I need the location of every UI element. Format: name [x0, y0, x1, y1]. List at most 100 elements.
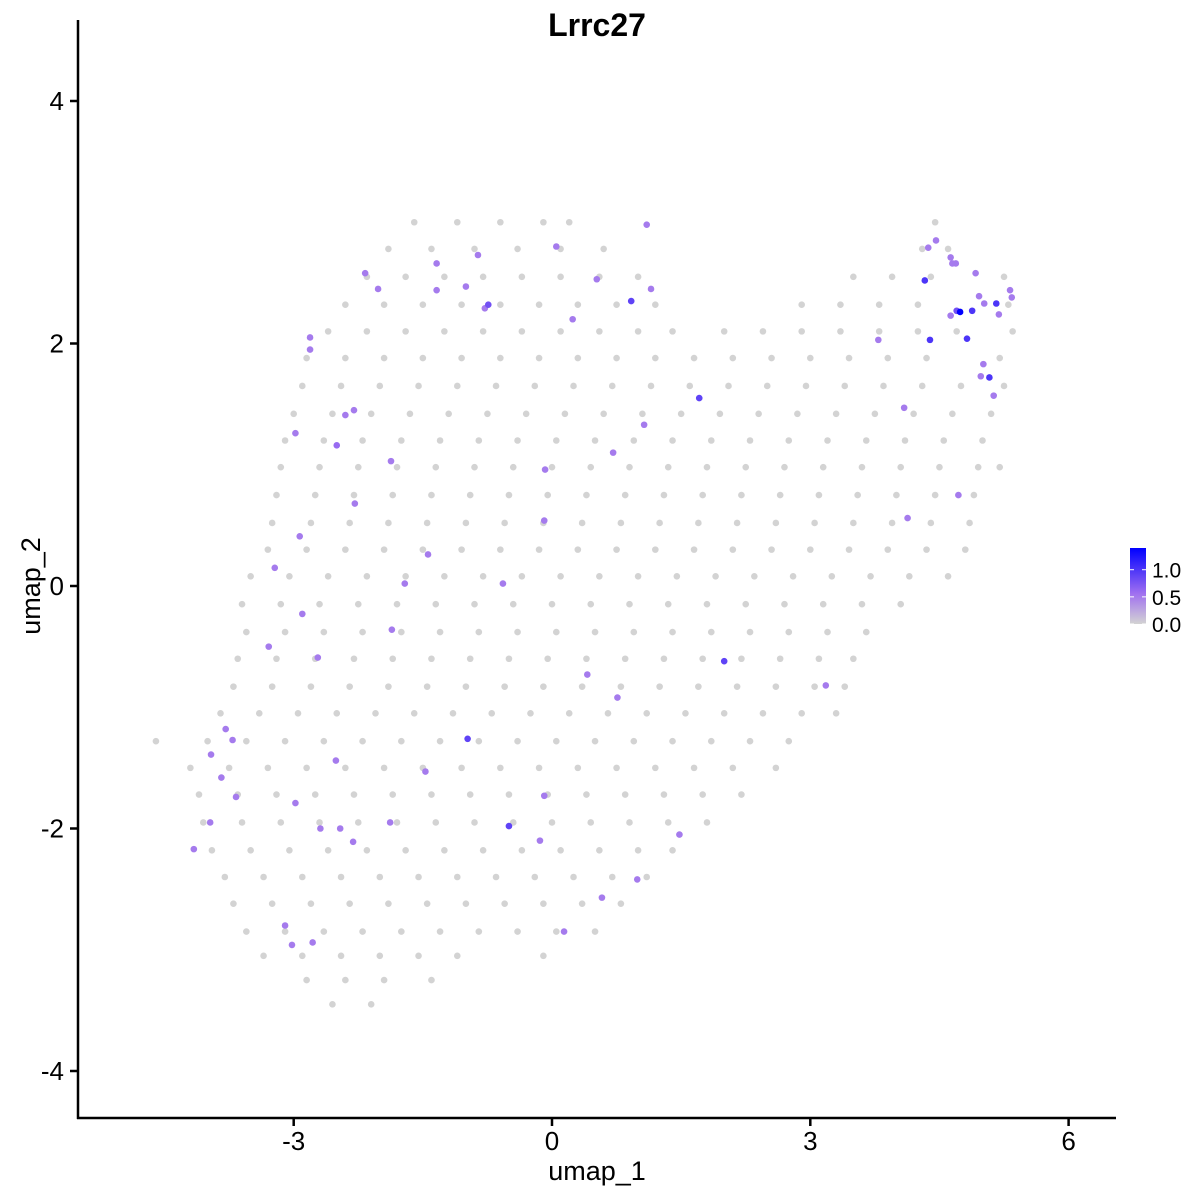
data-point	[961, 546, 969, 553]
data-point	[488, 710, 496, 717]
data-point-expressing	[947, 254, 954, 261]
data-point	[273, 491, 280, 499]
data-point	[574, 301, 582, 309]
data-point	[707, 737, 715, 745]
data-point	[449, 710, 457, 717]
data-point	[350, 791, 358, 798]
data-point	[475, 437, 483, 444]
data-point	[854, 491, 861, 499]
data-point	[509, 600, 517, 608]
data-point	[260, 952, 267, 960]
data-point	[307, 900, 315, 907]
data-point	[574, 354, 582, 362]
data-point	[354, 819, 362, 826]
data-point	[346, 683, 353, 690]
data-point	[466, 655, 474, 663]
data-point	[755, 410, 762, 418]
data-point	[432, 600, 440, 608]
data-point-expressing	[386, 819, 394, 826]
data-point-expressing	[924, 244, 932, 252]
data-point	[458, 301, 465, 309]
data-point	[695, 683, 702, 690]
data-point	[423, 683, 431, 690]
legend-label: 0.5	[1152, 587, 1181, 610]
data-point	[974, 463, 982, 471]
data-point	[768, 354, 775, 362]
data-point	[376, 952, 384, 960]
data-point	[410, 218, 418, 226]
data-point	[979, 437, 986, 444]
data-point	[781, 600, 788, 608]
data-point	[858, 600, 866, 608]
data-point	[479, 847, 487, 854]
data-point	[320, 437, 328, 444]
data-point	[359, 737, 366, 745]
data-point	[324, 573, 332, 580]
data-point	[639, 410, 646, 418]
data-point	[548, 819, 556, 826]
data-point	[901, 437, 909, 444]
data-point	[281, 628, 289, 636]
data-point	[944, 573, 952, 580]
data-point-expressing	[980, 360, 987, 368]
data-point	[471, 463, 478, 471]
data-point	[423, 519, 431, 527]
data-point	[367, 1001, 375, 1008]
data-point	[342, 546, 349, 553]
data-point	[428, 976, 435, 984]
data-point-expressing	[980, 300, 988, 307]
data-point	[329, 1001, 336, 1008]
data-point	[471, 600, 478, 608]
data-point	[428, 245, 435, 253]
data-point-expressing	[190, 845, 198, 853]
data-point	[402, 847, 409, 854]
data-point	[359, 437, 366, 444]
data-point	[505, 791, 513, 798]
data-point	[217, 710, 224, 717]
data-point-expressing	[647, 285, 655, 293]
data-point	[187, 764, 194, 772]
data-point	[949, 410, 956, 418]
data-point	[768, 546, 775, 553]
data-point	[587, 600, 595, 608]
data-point	[565, 218, 573, 226]
data-point	[316, 463, 323, 471]
data-point	[875, 328, 883, 335]
data-point	[441, 573, 448, 580]
data-point	[544, 655, 551, 663]
data-point	[225, 764, 233, 772]
data-point-expressing	[222, 725, 229, 733]
data-point	[436, 437, 444, 444]
data-point	[815, 655, 823, 663]
data-point	[669, 437, 676, 444]
data-point	[389, 791, 397, 798]
y-tick-label: 2	[50, 329, 64, 359]
legend-label: 0.0	[1152, 614, 1181, 637]
data-point	[936, 463, 943, 471]
data-point-expressing	[336, 825, 344, 832]
data-point-expressing	[614, 694, 621, 701]
data-point	[703, 463, 711, 471]
data-point	[578, 683, 586, 690]
data-point	[393, 463, 401, 471]
data-point-expressing	[900, 404, 908, 412]
data-point	[268, 519, 276, 527]
data-point-expressing	[932, 237, 940, 244]
data-point	[738, 491, 745, 499]
data-point	[798, 710, 805, 717]
data-point	[626, 819, 633, 826]
data-point	[785, 628, 793, 636]
data-point-expressing	[422, 768, 429, 775]
data-point	[324, 328, 332, 335]
data-point	[669, 328, 676, 335]
data-point	[617, 519, 625, 527]
data-point	[393, 819, 401, 826]
data-point	[501, 519, 508, 527]
y-tick-label: 0	[50, 571, 64, 601]
data-point	[398, 437, 405, 444]
data-point-expressing	[947, 312, 954, 319]
data-point	[660, 791, 668, 798]
data-point-expressing	[977, 372, 985, 380]
data-point-expressing	[1008, 294, 1016, 301]
data-point	[918, 245, 926, 253]
